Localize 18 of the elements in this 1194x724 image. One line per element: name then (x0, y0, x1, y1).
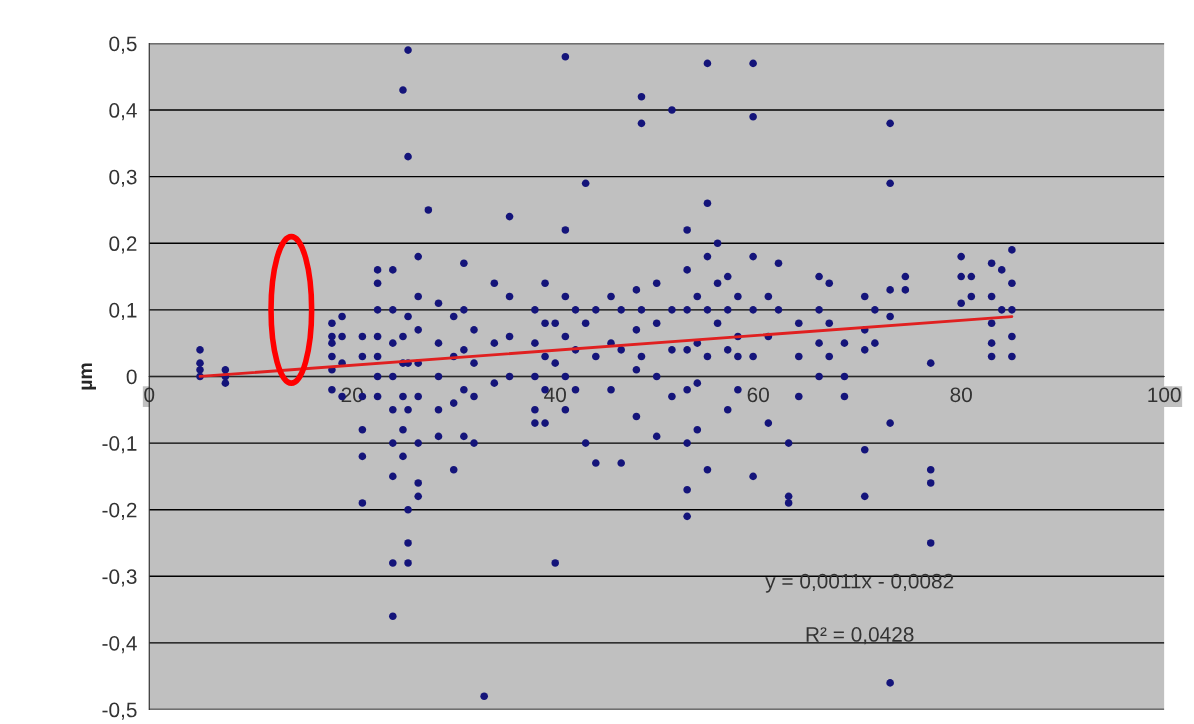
x-tick-label: 40 (544, 387, 566, 403)
y-tick-label: 0,4 (109, 103, 137, 121)
y-tick-label: 0,1 (109, 302, 137, 321)
annotation: R² = 0,0428 (806, 627, 914, 645)
y-tick-label: -0,3 (102, 569, 137, 587)
y-tick-label: 0,3 (109, 169, 137, 187)
x-tick-label: 80 (950, 387, 972, 403)
x-tick-label: 60 (747, 387, 769, 403)
y-axis-title: µm (81, 363, 96, 390)
annotation: y = 0,0011x - 0,0082 (765, 573, 954, 593)
y-tick-label: 0,2 (109, 236, 137, 254)
y-tick-label: -0,2 (102, 502, 137, 520)
y-tick-label: -0,1 (102, 436, 137, 454)
y-tick-label: -0,4 (102, 635, 137, 654)
y-tick-label: 0 (126, 369, 137, 385)
y-tick-label: 0,5 (109, 36, 137, 54)
x-tick-label: 100 (1148, 387, 1181, 403)
y-tick-label: -0,5 (102, 702, 137, 720)
